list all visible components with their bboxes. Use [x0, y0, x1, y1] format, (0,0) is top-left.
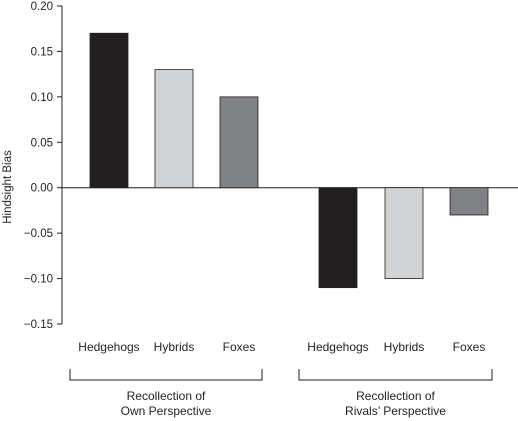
category-labels: Hedgehogs Hybrids Foxes Hedgehogs Hybrids Fox…	[78, 340, 485, 354]
y-tick-label: −0.05	[24, 228, 53, 240]
bar-foxes	[219, 96, 259, 189]
y-tick-label: −0.15	[24, 319, 53, 331]
group-label-line2: Own Perspective	[121, 404, 212, 418]
group-label-line2: Rivals’ Perspective	[345, 404, 446, 418]
bar-hybrids	[384, 187, 424, 279]
bars	[89, 32, 489, 289]
y-axis-label: Hindsight Bias	[2, 150, 14, 224]
group-bracket	[298, 369, 493, 381]
y-tick-label: 0.15	[31, 46, 53, 58]
bar-hedgehogs	[89, 32, 129, 189]
group-label-line1: Recollection of	[356, 389, 435, 403]
y-tick-label: 0.20	[31, 1, 53, 13]
bar-hybrids	[154, 69, 194, 189]
y-tick-label: 0.10	[31, 92, 53, 104]
category-label: Foxes	[223, 340, 256, 354]
bar-hedgehogs	[318, 187, 358, 289]
category-label: Hedgehogs	[307, 340, 368, 354]
y-ticks: 0.20 0.15 0.10 0.05 0.00 −0.05 −0.10 −0.15	[24, 1, 62, 331]
axes	[61, 6, 518, 324]
category-label: Foxes	[453, 340, 486, 354]
category-label: Hedgehogs	[78, 340, 139, 354]
category-label: Hybrids	[384, 340, 425, 354]
category-label: Hybrids	[154, 340, 195, 354]
group-label-line1: Recollection of	[127, 389, 206, 403]
y-tick-label: 0.05	[31, 137, 53, 149]
y-tick-label: −0.10	[24, 274, 53, 286]
group-bracket	[69, 369, 263, 381]
bar-foxes	[449, 187, 489, 216]
y-tick-label: 0.00	[31, 183, 53, 195]
